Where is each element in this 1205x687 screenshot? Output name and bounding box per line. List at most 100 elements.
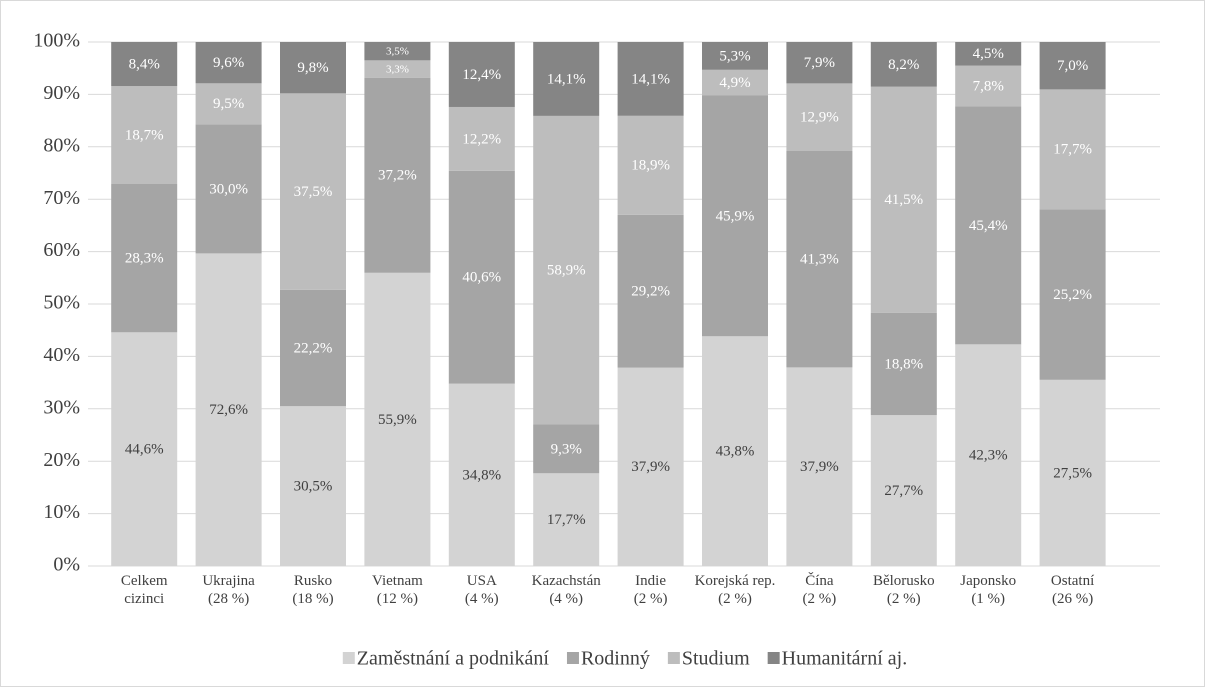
bar-segment — [955, 106, 1022, 345]
x-tick-label-line: Ukrajina — [202, 573, 255, 589]
data-label: 41,5% — [884, 192, 923, 208]
bar-segment — [448, 42, 515, 107]
x-tick-label: Japonsko (1 %) — [960, 573, 1016, 607]
x-tick-label-line: Vietnam — [372, 573, 423, 589]
x-tick-label-line: Korejská rep. — [695, 573, 776, 589]
x-tick-label: Rusko (18 %) — [292, 573, 333, 607]
data-label: 37,9% — [631, 459, 670, 475]
data-label: 14,1% — [631, 71, 670, 87]
data-label: 37,9% — [800, 459, 839, 475]
data-label: 18,7% — [125, 127, 164, 143]
bar-segment — [111, 332, 178, 566]
x-tick-label-line: Rusko — [294, 573, 332, 589]
legend-swatch — [767, 652, 780, 664]
data-label: 17,7% — [1053, 142, 1092, 158]
data-label: 4,5% — [973, 46, 1004, 62]
bar-segment — [195, 253, 262, 566]
legend-label: Studium — [682, 648, 750, 670]
data-label: 42,3% — [969, 448, 1008, 464]
x-tick-label-line: (26 %) — [1052, 591, 1093, 607]
data-label: 8,4% — [129, 56, 160, 72]
x-tick-label-line: (1 %) — [971, 591, 1005, 607]
bar-segment — [1039, 379, 1106, 566]
legend-label: Humanitární aj. — [782, 648, 908, 670]
bar-segment — [955, 65, 1022, 107]
bar-segment — [280, 289, 346, 407]
legend-label: Zaměstnání a podnikání — [357, 648, 550, 670]
x-tick-label-line: Kazachstán — [532, 573, 602, 589]
x-tick-label-line: Celkem — [121, 573, 168, 589]
x-tick-label: Bělorusko (2 %) — [873, 573, 935, 607]
bar-segment — [280, 406, 346, 566]
legend-label: Rodinný — [581, 648, 650, 670]
data-label: 9,3% — [551, 441, 582, 457]
bar-segment — [870, 312, 937, 416]
data-label: 30,5% — [294, 479, 333, 495]
bar-segment — [955, 344, 1022, 566]
bar-segment — [786, 42, 853, 84]
x-tick-label-line: (2 %) — [718, 591, 752, 607]
y-tick-label: 10% — [43, 501, 80, 523]
bar-segment — [533, 115, 600, 425]
data-label: 12,4% — [462, 67, 501, 83]
y-tick-label: 70% — [43, 187, 80, 209]
bar-segment — [617, 42, 684, 116]
bar-segment — [617, 115, 684, 215]
data-label: 27,5% — [1053, 465, 1092, 481]
bar-segment — [364, 60, 431, 78]
data-label: 27,7% — [884, 483, 923, 499]
bar-segment — [786, 367, 853, 566]
data-label: 44,6% — [125, 442, 164, 458]
x-tick-label-line: cizinci — [124, 591, 164, 607]
legend-swatch — [566, 652, 579, 664]
bar-segment — [364, 77, 431, 273]
data-label: 43,8% — [716, 444, 755, 460]
bar-segment — [533, 424, 600, 474]
x-tick-label: Čína (2 %) — [803, 572, 837, 607]
bar-segment — [702, 69, 768, 96]
x-tick-label: Ukrajina (28 %) — [202, 573, 255, 607]
x-tick-label-line: Čína — [805, 572, 834, 589]
data-label: 45,4% — [969, 218, 1008, 234]
data-label: 18,9% — [631, 158, 670, 174]
bar-segment — [195, 83, 262, 125]
x-tick-label-line: (2 %) — [803, 591, 837, 607]
data-label: 9,8% — [297, 60, 328, 76]
data-label: 37,5% — [294, 184, 333, 200]
x-tick-label: Vietnam (12 %) — [372, 573, 423, 607]
data-label: 7,0% — [1057, 58, 1088, 74]
x-tick-label-line: (2 %) — [887, 591, 921, 607]
y-tick-label: 90% — [43, 82, 80, 104]
x-tick-label-line: Ostatní — [1051, 573, 1094, 589]
x-tick-label: Ostatní (26 %) — [1051, 573, 1094, 607]
bar-segment — [111, 86, 178, 185]
x-tick-label-line: (4 %) — [465, 591, 499, 607]
bar-segment — [870, 86, 937, 313]
y-tick-label: 80% — [43, 134, 80, 156]
y-tick-label: 100% — [33, 30, 80, 52]
x-tick-label-line: (4 %) — [549, 591, 583, 607]
bar-segment — [364, 42, 431, 61]
x-tick-label-line: Bělorusko — [873, 573, 935, 589]
bar-segment — [533, 42, 600, 116]
data-label: 41,3% — [800, 252, 839, 268]
y-tick-label: 50% — [43, 292, 80, 314]
bar-segment — [280, 93, 346, 290]
data-label: 3,3% — [386, 64, 409, 76]
x-tick-label-line: Japonsko — [960, 573, 1016, 589]
y-tick-label: 40% — [43, 344, 80, 366]
x-tick-label-line: (2 %) — [634, 591, 668, 607]
data-label: 4,9% — [719, 75, 750, 91]
bar-segment — [1039, 89, 1106, 210]
x-tick-label-line: (12 %) — [377, 591, 418, 607]
data-label: 7,8% — [973, 78, 1004, 94]
y-tick-label: 30% — [43, 396, 80, 418]
bar-segment — [870, 42, 937, 87]
x-tick-label: Celkem cizinci — [121, 573, 168, 607]
data-label: 9,6% — [213, 55, 244, 71]
data-label: 40,6% — [462, 270, 501, 286]
bar-segment — [280, 42, 346, 94]
bar-segment — [702, 42, 768, 70]
